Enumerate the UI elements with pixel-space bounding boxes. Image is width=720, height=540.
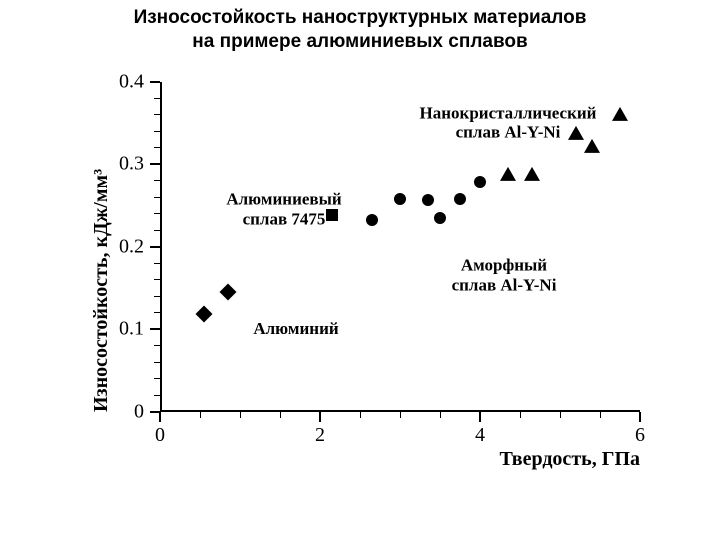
data-point-nanocrystalline-al-y-ni [612,107,628,121]
page-title: Износостойкость наноструктурных материал… [0,0,720,54]
x-tick-label: 6 [635,424,645,447]
data-point-aluminium [196,306,213,323]
y-tick-label: 0.4 [119,70,144,93]
data-point-amorphous-al-y-ni [366,214,378,226]
wear-resistance-chart: 0 2 4 6 0 0.1 0.2 0.3 0.4 Твердость, ГПа Износосто… [50,62,670,492]
data-point-nanocrystalline-al-y-ni [500,167,516,181]
x-tick-label: 0 [155,424,165,447]
y-tick-label: 0.1 [119,318,144,341]
series-label-aluminium: Алюминий [253,319,338,339]
data-point-aluminium [220,283,237,300]
series-label-nanocrystal: Нанокристаллическийсплав Al-Y-Ni [420,103,597,142]
y-tick-label: 0 [134,400,144,423]
data-point-amorphous-al-y-ni [434,212,446,224]
y-axis-line [160,82,162,412]
data-point-amorphous-al-y-ni [422,194,434,206]
page-title-line1: Износостойкость наноструктурных материал… [0,6,720,30]
series-label-amorphous: Аморфныйсплав Al-Y-Ni [452,256,557,295]
data-point-amorphous-al-y-ni [394,193,406,205]
x-tick-label: 2 [315,424,325,447]
y-axis-title: Износостойкость, кДж/мм³ [90,168,113,411]
x-tick-label: 4 [475,424,485,447]
data-point-amorphous-al-y-ni [454,193,466,205]
x-axis-title: Твердость, ГПа [499,448,640,471]
page-title-line2: на примере алюминиевых сплавов [0,30,720,54]
y-tick-label: 0.3 [119,153,144,176]
data-point-nanocrystalline-al-y-ni [524,167,540,181]
series-label-alloy-7475: Алюминиевыйсплав 7475 [226,190,341,229]
y-tick-label: 0.2 [119,235,144,258]
data-point-amorphous-al-y-ni [474,176,486,188]
